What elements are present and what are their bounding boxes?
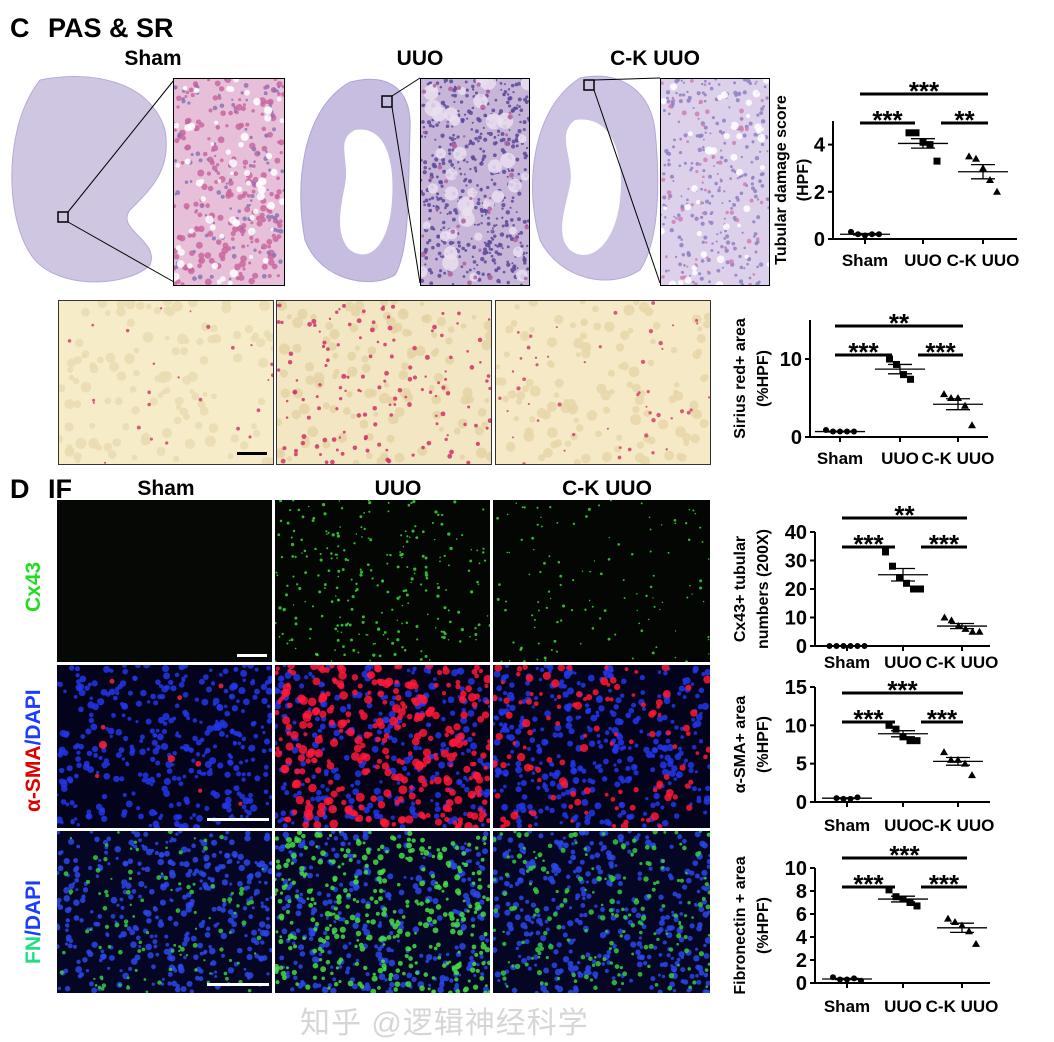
significance-label: *** (872, 105, 903, 135)
y-tick-label: 6 (796, 904, 807, 926)
data-point (893, 726, 900, 733)
data-point (900, 371, 907, 378)
x-tick-label: UUO (884, 997, 922, 1016)
x-tick-label: UUO (884, 816, 922, 835)
data-point (907, 376, 914, 383)
data-point (886, 356, 893, 363)
y-tick-label: 2 (796, 950, 807, 972)
data-point (914, 902, 921, 909)
data-point (968, 771, 976, 778)
y-axis-label: Sirius red+ area (732, 318, 749, 439)
significance-label: *** (887, 675, 918, 705)
y-tick-label: 10 (780, 349, 802, 371)
data-point (934, 158, 941, 165)
data-point (951, 918, 959, 925)
y-tick-label: 10 (785, 715, 807, 737)
data-point (940, 748, 948, 755)
data-point (972, 940, 980, 947)
y-axis-label: Cx43+ tubular (732, 536, 749, 642)
significance-label: *** (927, 704, 958, 734)
data-point (972, 155, 980, 162)
chart-0 (828, 94, 1017, 244)
y-axis-label: Fibronectin + area (732, 856, 749, 994)
x-tick-label: Sham (824, 997, 870, 1016)
x-tick-label: C-K UUO (922, 816, 995, 835)
y-tick-label: 0 (796, 636, 807, 658)
significance-label: *** (853, 704, 884, 734)
y-tick-label: 5 (796, 754, 807, 776)
significance-label: *** (889, 840, 920, 870)
data-point (947, 394, 955, 401)
significance-label: ** (894, 500, 915, 530)
data-point (993, 188, 1001, 195)
significance-label: ** (889, 308, 910, 338)
chart-2 (810, 518, 990, 651)
y-axis-label: (%HPF) (755, 716, 772, 773)
y-tick-label: 0 (796, 973, 807, 995)
y-tick-label: 15 (785, 677, 807, 699)
y-axis-label: Tubular damage score (773, 95, 790, 265)
significance-label: *** (929, 529, 960, 559)
y-tick-label: 40 (785, 522, 807, 544)
x-tick-label: C-K UUO (926, 653, 999, 672)
significance-label: *** (853, 869, 884, 899)
y-tick-label: 10 (785, 858, 807, 880)
data-point (941, 614, 949, 621)
data-point (910, 586, 917, 593)
data-point (907, 737, 914, 744)
data-point (961, 402, 969, 409)
data-point (913, 129, 920, 136)
data-point (948, 616, 956, 623)
y-axis-label: numbers (200X) (755, 529, 772, 649)
y-tick-label: 10 (785, 608, 807, 630)
chart-1 (805, 320, 988, 442)
data-point (906, 129, 913, 136)
significance-label: *** (925, 337, 956, 367)
y-tick-label: 2 (814, 182, 825, 204)
data-point (976, 628, 984, 635)
y-tick-label: 8 (796, 881, 807, 903)
chart-3 (810, 687, 990, 807)
significance-label: *** (909, 76, 940, 106)
x-tick-label: Sham (842, 251, 888, 270)
x-tick-label: Sham (817, 449, 863, 468)
data-point (944, 915, 952, 922)
x-tick-label: UUO (904, 251, 942, 270)
y-tick-label: 0 (796, 792, 807, 814)
y-tick-label: 4 (796, 927, 808, 949)
data-point (986, 176, 994, 183)
y-tick-label: 30 (785, 551, 807, 573)
chart-4 (810, 858, 990, 988)
y-tick-label: 0 (791, 427, 802, 449)
x-tick-label: Sham (824, 816, 870, 835)
significance-label: ** (954, 105, 975, 135)
x-tick-label: C-K UUO (922, 449, 995, 468)
y-tick-label: 20 (785, 579, 807, 601)
y-axis-label: (%HPF) (755, 897, 772, 954)
y-tick-label: 4 (814, 135, 826, 157)
data-point (917, 586, 924, 593)
data-point (927, 141, 934, 148)
x-tick-label: UUO (884, 653, 922, 672)
data-point (914, 737, 921, 744)
y-tick-label: 0 (814, 229, 825, 251)
y-axis-label: (HPF) (795, 159, 812, 202)
data-point (940, 390, 948, 397)
significance-label: *** (848, 337, 879, 367)
x-tick-label: C-K UUO (926, 997, 999, 1016)
y-axis-label: (%HPF) (755, 350, 772, 407)
x-tick-label: C-K UUO (947, 251, 1020, 270)
data-point (965, 152, 973, 159)
watermark: 知乎 @逻辑神经科学 (300, 998, 589, 1042)
significance-label: *** (853, 529, 884, 559)
x-tick-label: UUO (881, 449, 919, 468)
significance-label: *** (929, 869, 960, 899)
x-tick-label: Sham (824, 653, 870, 672)
y-axis-label: α-SMA+ area (732, 696, 749, 794)
data-point (968, 421, 976, 428)
